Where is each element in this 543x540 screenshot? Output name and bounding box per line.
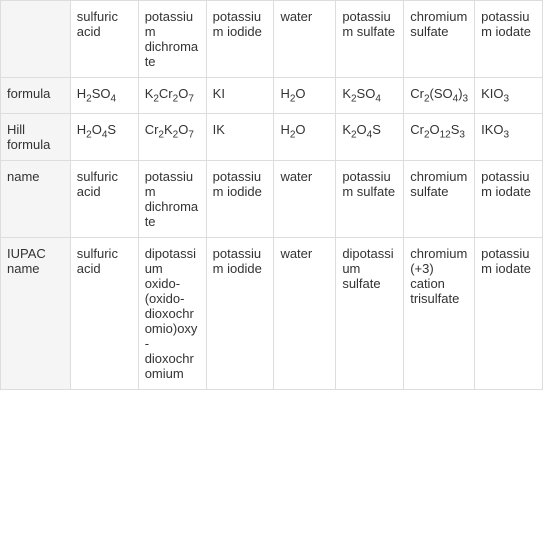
hill-formula-cell: H2O: [274, 113, 336, 160]
formula-cell: H2SO4: [70, 78, 138, 114]
iupac-cell: dipotassium sulfate: [336, 237, 404, 389]
hill-formula-cell: Cr2K2O7: [138, 113, 206, 160]
hill-formula-cell: IK: [206, 113, 274, 160]
iupac-row: IUPAC name sulfuric acid dipotassium oxi…: [1, 237, 543, 389]
iupac-cell: potassium iodide: [206, 237, 274, 389]
formula-cell: KI: [206, 78, 274, 114]
header-cell: chromium sulfate: [404, 1, 475, 78]
hill-formula-cell: Cr2O12S3: [404, 113, 475, 160]
formula-row: formula H2SO4 K2Cr2O7 KI H2O K2SO4 Cr2(S…: [1, 78, 543, 114]
name-cell: potassium iodate: [475, 160, 543, 237]
formula-cell: K2SO4: [336, 78, 404, 114]
row-label: formula: [1, 78, 71, 114]
header-cell: sulfuric acid: [70, 1, 138, 78]
iupac-cell: sulfuric acid: [70, 237, 138, 389]
header-cell: potassium dichromate: [138, 1, 206, 78]
name-cell: sulfuric acid: [70, 160, 138, 237]
header-cell: potassium sulfate: [336, 1, 404, 78]
chemical-properties-table: sulfuric acid potassium dichromate potas…: [0, 0, 543, 390]
name-cell: chromium sulfate: [404, 160, 475, 237]
row-label: Hill formula: [1, 113, 71, 160]
iupac-cell: water: [274, 237, 336, 389]
name-cell: potassium sulfate: [336, 160, 404, 237]
iupac-cell: chromium(+3) cation trisulfate: [404, 237, 475, 389]
hill-formula-cell: H2O4S: [70, 113, 138, 160]
formula-cell: H2O: [274, 78, 336, 114]
header-cell: potassium iodate: [475, 1, 543, 78]
formula-cell: K2Cr2O7: [138, 78, 206, 114]
row-label: IUPAC name: [1, 237, 71, 389]
iupac-cell: dipotassium oxido-(oxido-dioxochromio)ox…: [138, 237, 206, 389]
name-cell: potassium dichromate: [138, 160, 206, 237]
header-cell: potassium iodide: [206, 1, 274, 78]
name-cell: water: [274, 160, 336, 237]
name-row: name sulfuric acid potassium dichromate …: [1, 160, 543, 237]
hill-formula-cell: IKO3: [475, 113, 543, 160]
header-row: sulfuric acid potassium dichromate potas…: [1, 1, 543, 78]
header-cell: water: [274, 1, 336, 78]
formula-cell: KIO3: [475, 78, 543, 114]
hill-formula-row: Hill formula H2O4S Cr2K2O7 IK H2O K2O4S …: [1, 113, 543, 160]
name-cell: potassium iodide: [206, 160, 274, 237]
formula-cell: Cr2(SO4)3: [404, 78, 475, 114]
row-label: [1, 1, 71, 78]
iupac-cell: potassium iodate: [475, 237, 543, 389]
hill-formula-cell: K2O4S: [336, 113, 404, 160]
row-label: name: [1, 160, 71, 237]
